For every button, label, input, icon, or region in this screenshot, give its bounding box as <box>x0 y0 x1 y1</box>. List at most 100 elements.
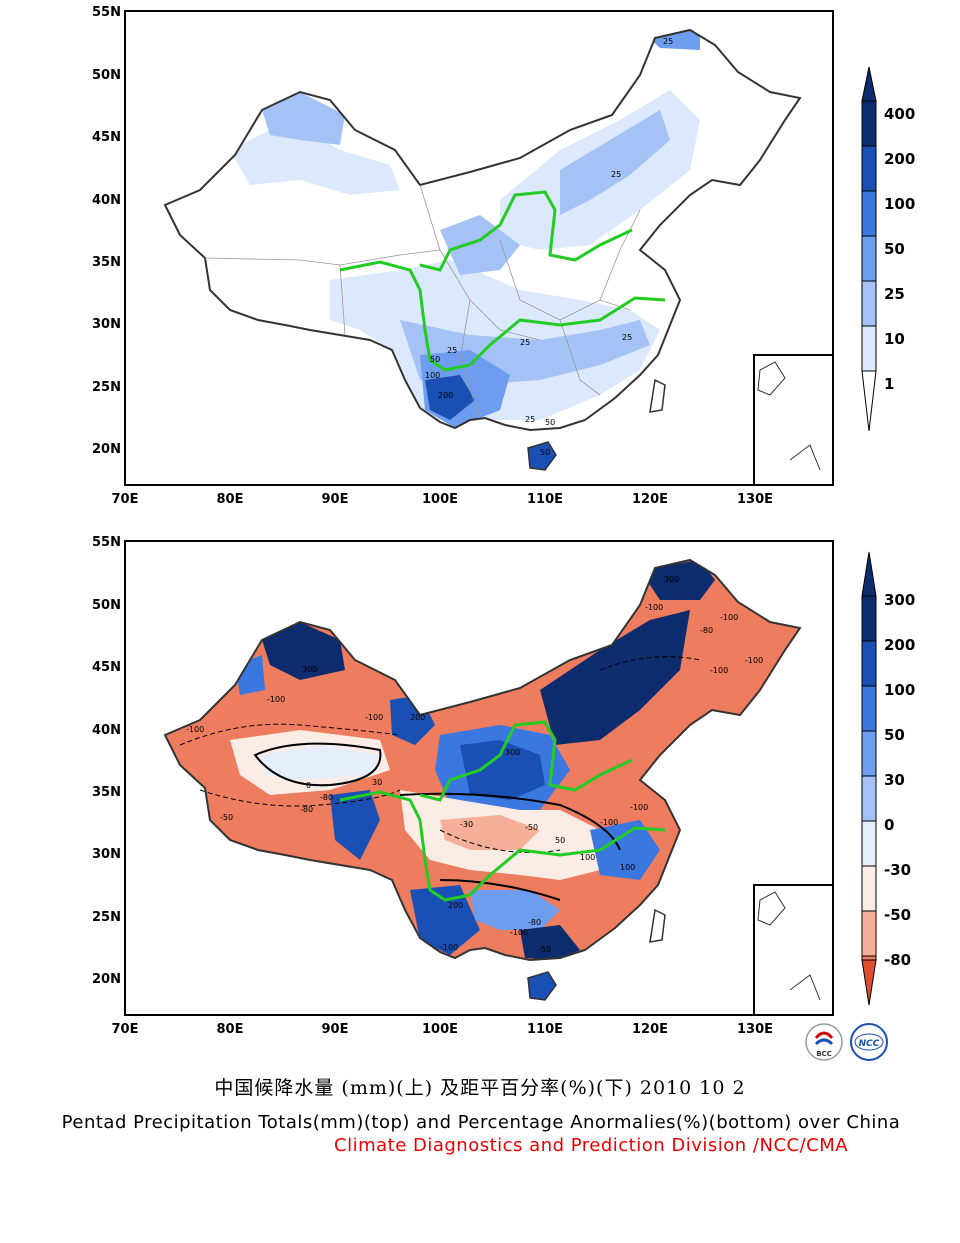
caption-credit: Climate Diagnostics and Prediction Divis… <box>334 1135 849 1156</box>
colorbar-label: 30 <box>884 771 905 789</box>
colorbar-label: -30 <box>884 861 911 879</box>
colorbar-label: 300 <box>884 591 915 609</box>
contour-label: 25 <box>447 346 457 355</box>
precip-anomaly-map: 300 -100 -100 -80 -100 -100 300 -100 -10… <box>0 530 960 1050</box>
lon-labels: 70E 80E 90E 100E 110E 120E 130E <box>112 1022 774 1037</box>
inset-coastline <box>757 361 821 471</box>
contour-label: 30 <box>372 778 382 787</box>
lon-label: 120E <box>632 1022 668 1037</box>
contour-label: 300 <box>505 748 520 757</box>
colorbar-top: 400 200 100 50 25 10 1 <box>861 66 915 432</box>
contour-label: 300 <box>664 575 679 584</box>
lon-label: 90E <box>322 1022 349 1037</box>
precip-totals-map: 25 25 25 25 25 50 50 50 100 200 25 55N 5… <box>0 0 960 520</box>
contour-label: 25 <box>622 333 632 342</box>
lat-label: 30N <box>92 317 121 332</box>
contour-label: 50 <box>555 836 565 845</box>
lat-label: 45N <box>92 660 121 675</box>
contour-label: -80 <box>320 793 333 802</box>
lat-label: 25N <box>92 380 121 395</box>
ncc-logo: NCC <box>850 1023 888 1061</box>
contour-label: -80 <box>700 626 713 635</box>
contour-label: -80 <box>300 805 313 814</box>
inset-coastline <box>757 891 821 1001</box>
contour-label: 100 <box>425 371 440 380</box>
colorbar-label: 200 <box>884 636 915 654</box>
contour-label: -100 <box>186 725 204 734</box>
lat-label: 20N <box>92 442 121 457</box>
colorbar-label: -80 <box>884 951 911 969</box>
contour-label: -100 <box>440 943 458 952</box>
colorbar-label: 25 <box>884 285 905 303</box>
contour-label: -100 <box>600 818 618 827</box>
contour-label: -100 <box>645 603 663 612</box>
contour-label: -50 <box>525 823 538 832</box>
contour-label: -100 <box>510 928 528 937</box>
lat-label: 35N <box>92 255 121 270</box>
province-lines <box>204 184 641 419</box>
contour-label: 100 <box>580 853 595 862</box>
contour-label: -50 <box>538 945 551 954</box>
colorbar-label: 400 <box>884 105 915 123</box>
caption-english: Pentad Precipitation Totals(mm)(top) and… <box>61 1112 901 1133</box>
lon-label: 70E <box>112 492 139 507</box>
lon-label: 90E <box>322 492 349 507</box>
lon-label: 130E <box>737 1022 773 1037</box>
contour-label: -100 <box>745 656 763 665</box>
taiwan-island <box>649 908 666 943</box>
contour-label: -30 <box>460 820 473 829</box>
contour-label: 200 <box>438 391 453 400</box>
contour-label: -100 <box>710 666 728 675</box>
colorbar-label: -50 <box>884 906 911 924</box>
lat-label: 55N <box>92 535 121 550</box>
lon-label: 70E <box>112 1022 139 1037</box>
colorbar-label: 100 <box>884 195 915 213</box>
contour-label: 25 <box>611 170 621 179</box>
lon-label: 110E <box>527 492 563 507</box>
contour-label: -100 <box>365 713 383 722</box>
lat-labels: 55N 50N 45N 40N 35N 30N 25N 20N <box>92 5 121 457</box>
colorbar-label: 100 <box>884 681 915 699</box>
lon-label: 130E <box>737 492 773 507</box>
rivers <box>339 720 666 902</box>
contour-label: 50 <box>430 355 440 364</box>
contour-labels: 300 -100 -100 -80 -100 -100 300 -100 -10… <box>186 575 763 954</box>
rivers <box>339 190 666 372</box>
ncc-logo-text: NCC <box>859 1039 880 1049</box>
bcc-logo-text: BCC <box>816 1050 832 1058</box>
negative-contours <box>179 656 701 853</box>
lon-label: 110E <box>527 1022 563 1037</box>
contour-labels: 25 25 25 25 25 50 50 50 100 200 25 <box>425 37 673 457</box>
lon-labels: 70E 80E 90E 100E 110E 120E 130E <box>112 492 774 507</box>
contour-label: 25 <box>525 415 535 424</box>
bcc-logo: BCC <box>805 1023 843 1061</box>
lon-label: 80E <box>217 1022 244 1037</box>
contour-label: 300 <box>302 665 317 674</box>
lat-label: 40N <box>92 723 121 738</box>
lat-label: 25N <box>92 910 121 925</box>
contour-label: -100 <box>267 695 285 704</box>
lat-label: 45N <box>92 130 121 145</box>
colorbar-bottom: 300 200 100 50 30 0 -30 -50 -80 <box>861 551 915 1006</box>
taiwan-island <box>649 378 666 413</box>
colorbar-label: 10 <box>884 330 905 348</box>
south-china-sea-inset <box>753 884 834 1016</box>
lat-label: 30N <box>92 847 121 862</box>
contour-label: 25 <box>663 37 673 46</box>
contour-label: -100 <box>630 803 648 812</box>
contour-label: 25 <box>520 338 530 347</box>
lat-label: 35N <box>92 785 121 800</box>
lon-label: 120E <box>632 492 668 507</box>
south-china-sea-inset <box>753 354 834 486</box>
lat-label: 50N <box>92 598 121 613</box>
contour-label: 50 <box>540 448 550 457</box>
lat-label: 55N <box>92 5 121 20</box>
contour-label: -80 <box>528 918 541 927</box>
hainan-island <box>527 971 557 1001</box>
contour-label: -100 <box>720 613 738 622</box>
hainan-island <box>527 441 557 471</box>
lon-label: 100E <box>422 1022 458 1037</box>
contour-label: 200 <box>410 713 425 722</box>
lon-label: 80E <box>217 492 244 507</box>
colorbar-label: 1 <box>884 375 894 393</box>
